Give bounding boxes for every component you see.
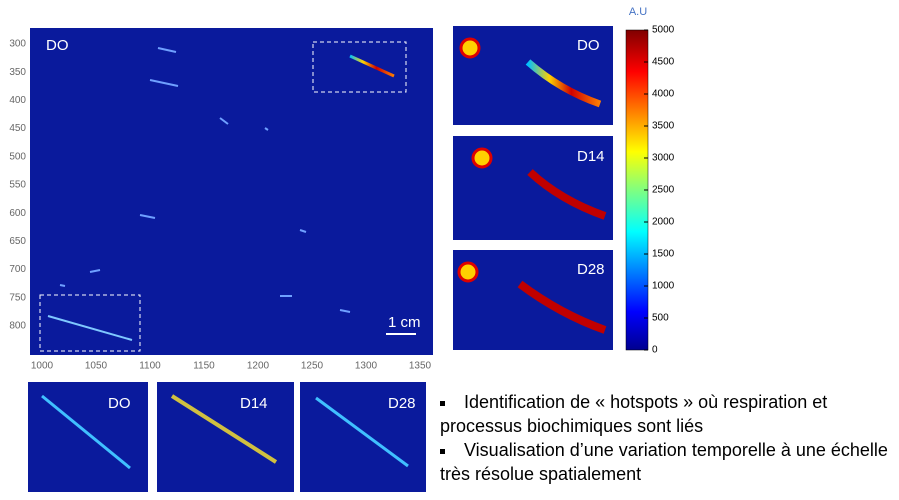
zoom-box (39, 294, 141, 352)
colorbar-tick-label: 3000 (652, 153, 675, 164)
panel-label: DO (577, 37, 600, 54)
streak (170, 394, 278, 464)
streak (47, 315, 133, 341)
zoom-box (312, 41, 407, 93)
y-tick-label: 650 (9, 236, 26, 247)
bullet: Identification de « hotspots » où respir… (440, 390, 899, 438)
streak (525, 59, 602, 108)
colorbar-tick-label: 1000 (652, 281, 675, 292)
y-tick-label: 750 (9, 292, 26, 303)
y-tick-label: 400 (9, 95, 26, 106)
colorbar-tick-label: 3500 (652, 121, 675, 132)
y-tick-label: 350 (9, 67, 26, 78)
panel-label: D28 (388, 395, 416, 412)
y-tick-label: 300 (9, 39, 26, 50)
colorbar-tick-label: 4500 (652, 57, 675, 68)
bullet: Visualisation d’une variation temporelle… (440, 438, 899, 486)
colorbar-ticks: 0 500 1000 1500 2000 2500 3000 3500 4000 4500 5000 (644, 25, 675, 356)
y-tick-label: 550 (9, 180, 26, 191)
panel-label: D14 (240, 395, 268, 412)
streak (527, 169, 607, 220)
y-tick-label: 700 (9, 264, 26, 275)
colorbar-unit: A.U (629, 6, 647, 18)
colorbar-tick-label: 500 (652, 313, 669, 324)
x-tick-label: 1200 (247, 361, 270, 372)
x-tick-label: 1100 (139, 361, 161, 372)
y-tick-label: 800 (9, 321, 26, 332)
streak (349, 54, 395, 78)
x-tick-label: 1300 (355, 361, 378, 372)
main-map (30, 28, 433, 355)
hotspot (457, 261, 479, 283)
x-tick-label: 1250 (301, 361, 324, 372)
bullet-list: Identification de « hotspots » où respir… (436, 390, 899, 486)
hotspot (459, 37, 481, 59)
speckles (59, 47, 351, 313)
colorbar-tick-label: 2500 (652, 185, 675, 196)
panel-label: DO (46, 37, 69, 54)
hotspot (471, 147, 493, 169)
y-tick-label: 450 (9, 123, 26, 134)
colorbar-tick-label: 1500 (652, 249, 675, 260)
y-tick-label: 500 (9, 151, 26, 162)
streak (41, 394, 131, 470)
panel-label: D14 (577, 148, 605, 165)
y-tick-label: 600 (9, 208, 26, 219)
scale-bar-label: 1 cm (388, 314, 421, 331)
axis-ticks: 300 350 400 450 500 550 600 650 700 750 800 1000 105… (9, 39, 431, 372)
x-tick-label: 1350 (409, 361, 432, 372)
streak (315, 396, 409, 468)
x-tick-label: 1150 (193, 361, 215, 372)
panel (453, 26, 613, 125)
panel (453, 250, 613, 350)
panel-label: D28 (577, 261, 605, 278)
right-panels: DO D14 D28 (453, 26, 613, 350)
colorbar-tick-label: 0 (652, 345, 658, 356)
colorbar-tick-label: 4000 (652, 89, 675, 100)
bottom-panels: DO D14 D28 (28, 382, 426, 492)
colorbar-tick-label: 2000 (652, 217, 675, 228)
x-tick-label: 1050 (85, 361, 108, 372)
panel-label: DO (108, 395, 131, 412)
colorbar-tick-label: 5000 (652, 25, 675, 36)
x-tick-label: 1000 (31, 361, 54, 372)
streak (517, 280, 607, 334)
